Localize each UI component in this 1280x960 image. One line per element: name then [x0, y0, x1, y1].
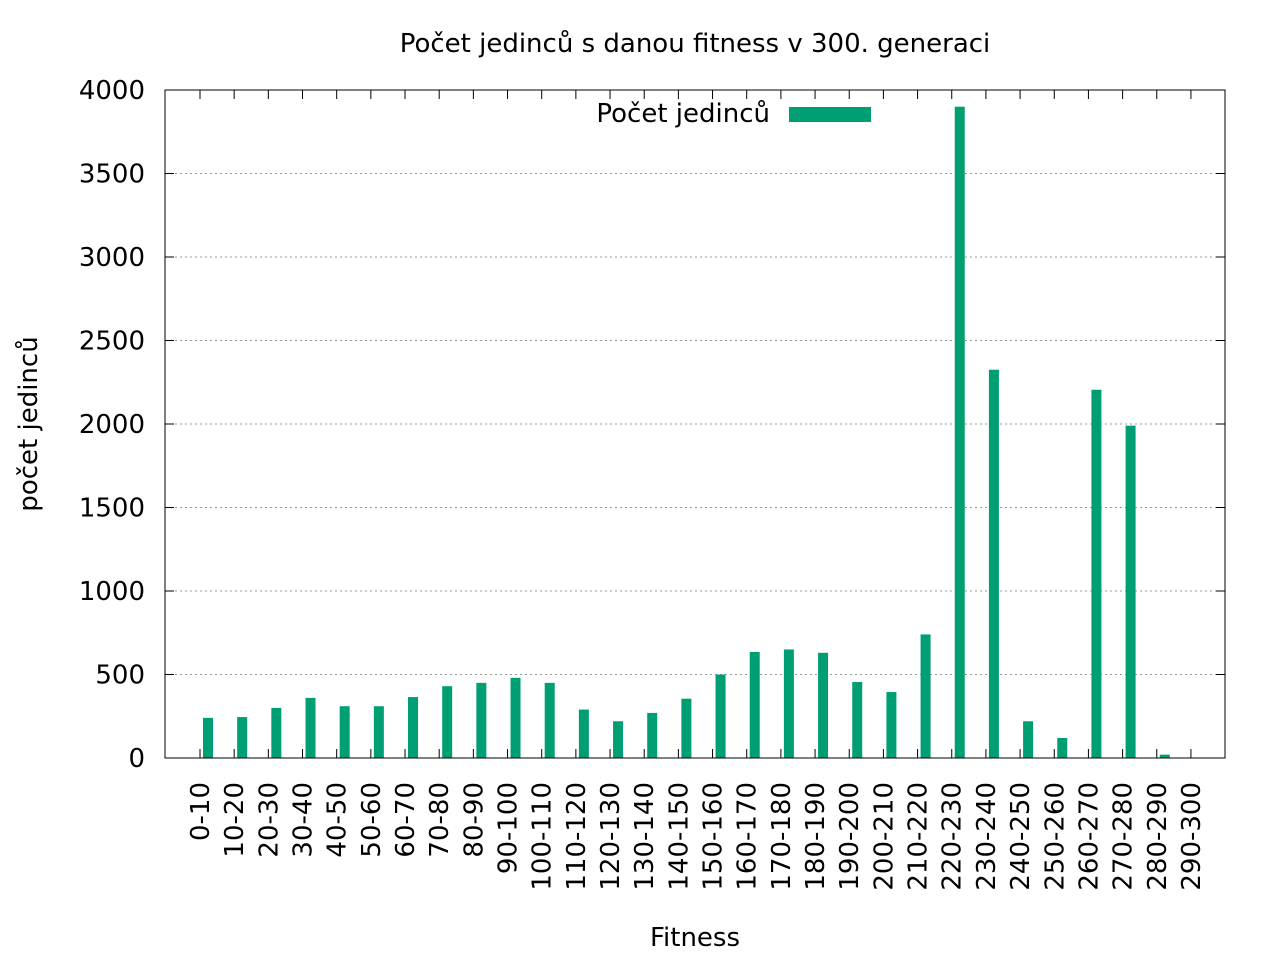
bar-40-50 [339, 706, 350, 758]
bar-240-250 [1023, 721, 1034, 758]
x-tick-label: 80-90 [459, 782, 489, 858]
x-tick-label: 40-50 [323, 782, 353, 858]
y-tick-label: 3000 [79, 243, 145, 273]
x-tick-label: 170-180 [767, 782, 797, 891]
x-tick-label: 130-140 [630, 782, 660, 891]
bar-90-100 [510, 677, 521, 758]
bar-280-290 [1159, 754, 1170, 758]
x-tick-label: 220-230 [938, 782, 968, 891]
x-tick-label: 140-150 [664, 782, 694, 891]
bar-220-230 [954, 106, 965, 758]
bar-30-40 [305, 697, 316, 758]
grid-lines [165, 173, 1225, 675]
x-tick-label: 150-160 [699, 782, 729, 891]
bar-170-180 [783, 649, 794, 758]
bar-70-80 [442, 686, 453, 758]
axis-ticks [165, 89, 1225, 759]
x-tick-label: 0-10 [186, 782, 216, 841]
bar-60-70 [408, 697, 419, 758]
bar-20-30 [271, 707, 282, 758]
bar-150-160 [715, 674, 726, 758]
bar-180-190 [818, 652, 829, 758]
x-tick-label: 240-250 [1006, 782, 1036, 891]
bar-260-270 [1091, 389, 1102, 758]
y-tick-label: 2500 [79, 327, 145, 357]
chart-title: Počet jedinců s danou fitness v 300. gen… [400, 29, 991, 59]
x-tick-label: 210-220 [904, 782, 934, 891]
x-tick-label: 10-20 [220, 782, 250, 858]
x-tick-label: 20-30 [254, 782, 284, 858]
legend: Počet jedinců [596, 99, 871, 129]
y-tick-label: 1500 [79, 494, 145, 524]
bar-140-150 [681, 698, 692, 758]
bar-10-20 [237, 717, 248, 758]
y-tick-label: 1000 [79, 577, 145, 607]
bar-230-240 [988, 369, 999, 758]
bar-270-280 [1125, 425, 1136, 758]
x-tick-label: 100-110 [528, 782, 558, 891]
x-tick-labels: 0-10 10-20 20-30 30-40 40-50 50-60 60-70 70-80 8… [186, 782, 1207, 891]
x-tick-label: 230-240 [972, 782, 1002, 891]
bar-250-260 [1057, 737, 1068, 758]
x-tick-label: 70-80 [425, 782, 455, 858]
bar-100-110 [544, 682, 555, 758]
y-tick-label: 4000 [79, 76, 145, 106]
y-tick-label: 3500 [79, 160, 145, 190]
x-tick-label: 120-130 [596, 782, 626, 891]
x-tick-label: 160-170 [733, 782, 763, 891]
x-tick-label: 60-70 [391, 782, 421, 858]
bar-50-60 [373, 706, 384, 758]
bar-120-130 [613, 721, 624, 758]
x-tick-label: 280-290 [1143, 782, 1173, 891]
bar-0-10 [203, 717, 213, 758]
bar-80-90 [476, 682, 487, 758]
legend-label: Počet jedinců [596, 99, 770, 129]
x-tick-label: 270-280 [1109, 782, 1139, 891]
x-tick-label: 200-210 [869, 782, 899, 891]
y-tick-labels: 0 500 1000 1500 2000 2500 3000 3500 4000 [79, 76, 145, 774]
bar-190-200 [852, 682, 863, 758]
x-tick-label: 250-260 [1040, 782, 1070, 891]
x-tick-label: 180-190 [801, 782, 831, 891]
x-tick-label: 260-270 [1074, 782, 1104, 891]
bar-110-120 [578, 709, 589, 758]
legend-swatch [789, 107, 871, 122]
x-tick-label: 30-40 [289, 782, 319, 858]
bars [203, 106, 1170, 758]
bar-160-170 [749, 651, 760, 758]
bar-210-220 [920, 634, 931, 758]
x-tick-label: 110-120 [562, 782, 592, 891]
y-axis-label: počet jedinců [14, 336, 44, 511]
bar-200-210 [886, 692, 897, 758]
bar-130-140 [647, 712, 658, 758]
x-tick-label: 290-300 [1177, 782, 1207, 891]
x-tick-label: 50-60 [357, 782, 387, 858]
x-tick-label: 90-100 [494, 782, 524, 874]
y-tick-label: 2000 [79, 410, 145, 440]
y-tick-label: 0 [128, 744, 145, 774]
x-axis-label: Fitness [650, 923, 740, 953]
y-tick-label: 500 [95, 661, 145, 691]
x-tick-label: 190-200 [835, 782, 865, 891]
